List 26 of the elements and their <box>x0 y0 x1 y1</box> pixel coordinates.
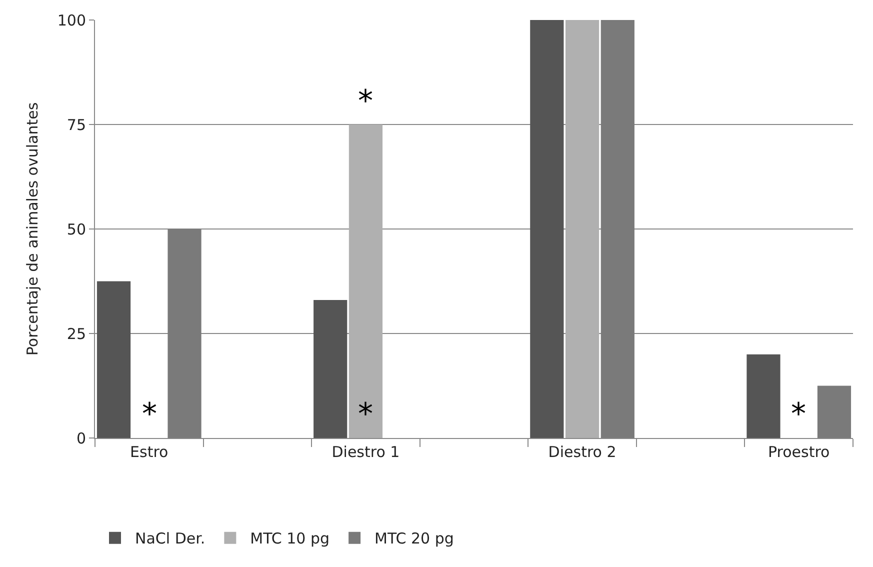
x-tick-label: Diestro 2 <box>548 443 616 461</box>
x-tick-label: Diestro 1 <box>332 443 400 461</box>
y-tick-label: 75 <box>66 116 86 134</box>
y-tick-label: 100 <box>57 11 86 30</box>
bar <box>96 281 131 438</box>
y-tick-label: 0 <box>76 429 86 448</box>
bar <box>600 20 634 438</box>
bar <box>168 229 202 438</box>
bar <box>314 300 348 438</box>
y-axis-title: Porcentaje de animales ovulantes <box>24 102 42 356</box>
bar <box>817 386 852 438</box>
y-tick-label: 50 <box>66 220 86 238</box>
x-tick-label: Proestro <box>768 443 830 461</box>
y-tick-label: 25 <box>66 324 86 343</box>
bar <box>565 20 600 438</box>
bar <box>348 124 383 438</box>
annotation: * <box>358 84 373 119</box>
legend-label: MTC 20 pg <box>374 530 454 548</box>
bar <box>746 354 780 438</box>
annotation: * <box>358 397 373 432</box>
annotation: * <box>142 397 157 432</box>
annotation: * <box>791 397 806 432</box>
legend-label: NaCl Der. <box>135 530 206 548</box>
bar <box>530 20 564 438</box>
x-tick-label: Estro <box>130 443 168 461</box>
legend-label: MTC 10 pg <box>250 530 330 548</box>
